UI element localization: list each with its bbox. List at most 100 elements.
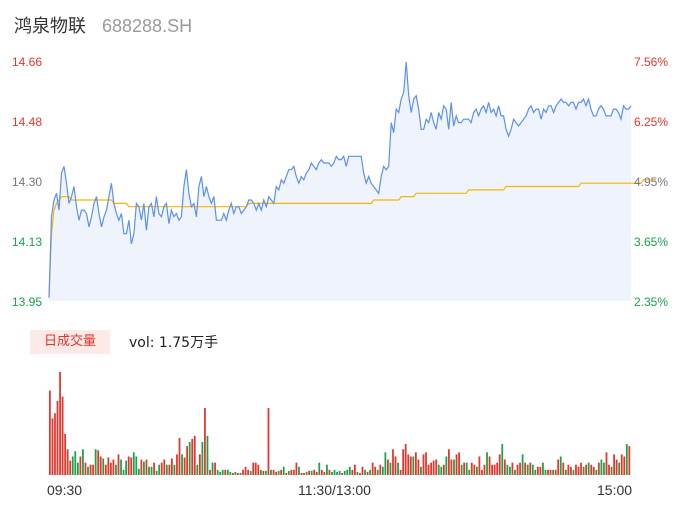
volume-bar [605,452,608,475]
volume-bar [356,471,359,475]
volume-bar [348,466,351,475]
volume-bar [221,469,224,475]
volume-bar [521,454,524,475]
volume-bar [267,408,270,475]
volume-bar [450,459,453,475]
volume-bar [590,464,593,475]
volume-bar [597,462,600,475]
volume-bar [186,446,189,475]
volume-bar [526,464,529,475]
volume-bar [115,464,117,475]
volume-bar [328,469,331,475]
volume-bar [137,468,140,475]
volume-bar [407,454,410,475]
volume-bar [442,464,445,475]
volume-bar [351,469,354,475]
volume-value: vol: 1.75万手 [129,335,219,351]
volume-bar [176,454,178,475]
volume-tag: 日成交量 [30,330,110,354]
volume-bar [183,457,186,475]
volume-bar [432,460,435,475]
volume-bar [511,462,514,475]
volume-bar [435,459,438,475]
volume-bar [628,446,631,475]
stock-code: 688288.SH [102,16,193,36]
percent-tick-label: 4.95% [633,175,668,189]
volume-bar [547,469,549,475]
volume-bar [603,462,605,475]
volume-bar [359,472,361,475]
volume-bar [148,466,150,475]
percent-tick-label: 6.25% [633,115,668,129]
volume-bar [125,460,128,475]
volume-bar [580,462,582,475]
volume-bar [87,466,89,475]
volume-bar [425,452,427,475]
volume-bar [582,466,585,475]
volume-bar [570,466,572,475]
volume-bar [99,456,102,475]
volume-bar [338,470,341,475]
price-tick-label: 14.66 [12,55,43,69]
average-price-line [48,179,656,298]
volume-bar [247,469,250,475]
volume-bar [361,466,364,475]
volume-bar [430,462,432,475]
volume-bar [506,464,509,475]
volume-bar [102,458,105,475]
volume-bar [277,470,280,475]
volume-bar [333,469,336,475]
volume-bar [414,452,417,475]
volume-bar [600,459,603,475]
volume-bar [448,449,450,475]
volume-bar [536,466,539,475]
volume-bar [178,437,181,475]
volume-bar [249,470,252,475]
volume-bar [572,469,575,475]
volume-bar [369,469,372,475]
volume-bar [239,472,242,475]
volume-bar [577,466,580,475]
volume-bar [554,469,557,475]
time-tick-label: 11:30/13:00 [298,482,371,498]
volume-bar [437,464,440,475]
volume-bar [107,457,110,475]
volume-bar [587,462,590,475]
volume-bar [326,464,328,475]
volume-bar [323,471,326,475]
volume-bar [49,390,51,475]
volume-bar [381,466,384,475]
volume-bar [392,449,394,475]
volume-bar [315,471,318,475]
volume-bar [254,462,257,475]
volume-bar [552,469,554,475]
volume-bar [270,469,272,475]
volume-bar [64,433,67,475]
volume-bar [308,470,311,475]
time-tick-label: 15:00 [597,482,633,498]
volume-bar [460,464,463,475]
volume-bar [409,456,412,475]
volume-bar [615,459,618,475]
volume-bar [531,464,534,475]
volume-bar [150,466,153,475]
volume-bar [498,454,501,475]
volume-bar [519,462,521,475]
volume-bar [455,454,458,475]
price-tick-label: 13.95 [12,295,43,309]
volume-bar [201,442,204,475]
volume-bar [470,462,473,475]
volume-bar [74,451,77,475]
volume-bar [71,456,74,475]
percent-tick-label: 3.65% [633,235,668,249]
volume-bar [608,464,610,475]
volume-bar [54,413,56,475]
volume-bar [346,469,349,475]
volume-bar [303,472,305,475]
volume-bar [82,449,84,475]
volume-bar [94,449,97,475]
title-row: 鸿泉物联 688288.SH [14,12,192,40]
volume-bar [374,466,377,475]
volume-bar [465,462,468,475]
volume-bar [143,461,145,475]
